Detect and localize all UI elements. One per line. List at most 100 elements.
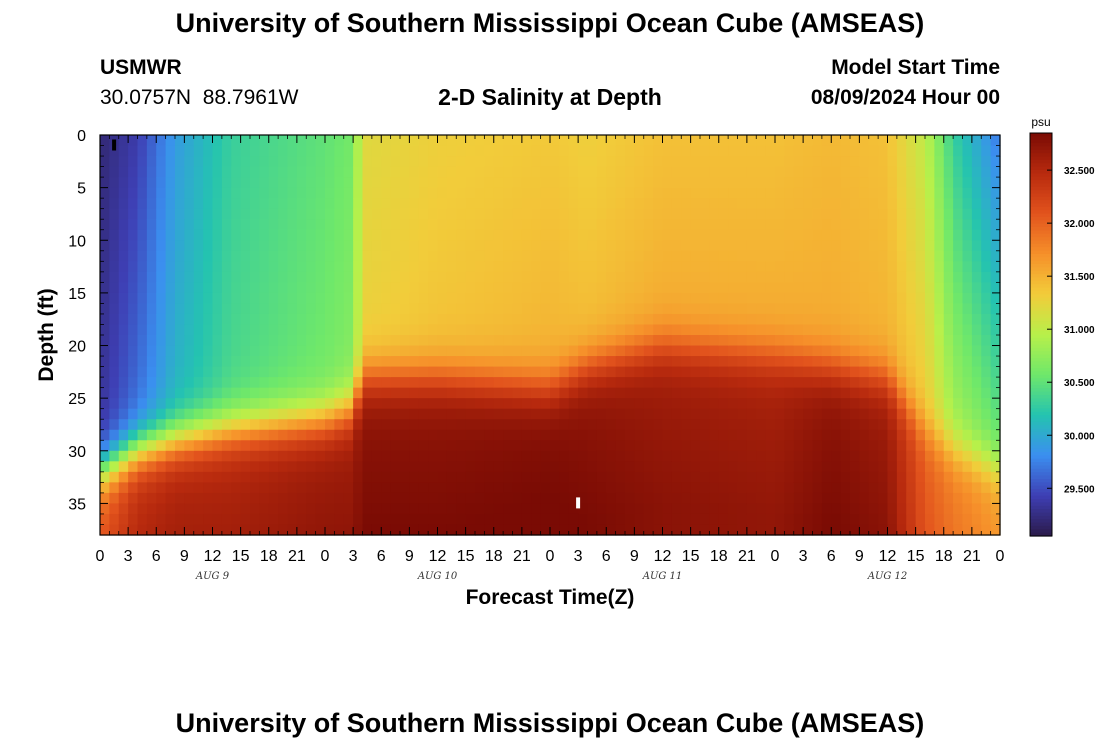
heatmap-cell [268,324,279,336]
heatmap-cell [859,187,870,199]
heatmap-cell [531,471,542,483]
heatmap-cell [765,282,776,294]
heatmap-cell [915,450,926,462]
heatmap-cell [446,271,457,283]
heatmap-cell [212,345,223,357]
heatmap-cell [850,177,860,189]
heatmap-cell [250,461,260,473]
heatmap-cell [662,419,673,431]
heatmap-cell [343,471,354,483]
heatmap-cell [493,187,504,199]
heatmap-cell [503,419,514,431]
heatmap-cell [821,335,832,347]
heatmap-cell [681,198,692,210]
heatmap-cell [268,187,279,199]
heatmap-cell [915,429,926,441]
heatmap-cell [700,219,710,231]
heatmap-cell [718,482,729,494]
heatmap-cell [671,208,682,220]
heatmap-cell [878,292,889,305]
heatmap-cell [521,440,532,452]
heatmap-cell [812,492,823,505]
heatmap-cell [315,419,326,431]
heatmap-cell [221,250,232,262]
colorbar-segment [1030,532,1052,537]
heatmap-cell [118,450,129,462]
heatmap-cell [184,366,195,378]
heatmap-cell [587,313,598,326]
heatmap-cell [437,366,448,378]
heatmap-cell [625,229,635,241]
heatmap-cell [306,429,317,441]
heatmap-cell [765,324,776,336]
heatmap-cell [765,377,776,389]
heatmap-cell [953,135,964,147]
colorbar-segment [1030,371,1052,376]
heatmap-cell [193,187,204,199]
heatmap-cell [418,145,429,157]
heatmap-cell [634,471,645,483]
heatmap-cell [390,419,401,431]
heatmap-cell [793,429,804,441]
heatmap-cell [906,387,917,399]
heatmap-cell [193,303,204,315]
heatmap-cell [400,492,410,505]
heatmap-cell [381,229,392,241]
heatmap-cell [418,482,429,494]
heatmap-cell [512,503,523,515]
heatmap-cell [756,145,767,157]
heatmap-cell [831,187,842,199]
heatmap-cell [315,145,326,157]
heatmap-cell [896,356,907,368]
heatmap-cell [765,513,776,526]
heatmap-cell [184,303,195,315]
heatmap-cell [343,166,354,178]
heatmap-cell [240,135,251,147]
heatmap-cell [868,335,879,347]
heatmap-cell [325,471,335,483]
heatmap-cell [831,335,842,347]
colorbar-segment [1030,327,1052,332]
heatmap-cell [746,261,757,273]
heatmap-cell [831,387,842,399]
heatmap-cell [840,198,851,210]
heatmap-cell [568,398,579,410]
heatmap-cell [165,166,176,178]
heatmap-cell [193,229,204,241]
heatmap-cell [971,356,982,368]
x-tick-label: 18 [260,548,278,565]
heatmap-cell [400,250,410,262]
heatmap-cell [475,303,485,315]
heatmap-cell [137,503,148,515]
heatmap-cell [390,482,401,494]
heatmap-cell [203,398,214,410]
heatmap-cell [456,345,467,357]
heatmap-cell [381,335,392,347]
heatmap-cell [943,482,954,494]
colorbar-segment [1030,331,1052,336]
heatmap-cell [859,271,870,283]
heatmap-cell [559,398,570,410]
heatmap-cell [325,503,335,515]
heatmap-cell [306,513,317,526]
heatmap-cell [268,250,279,262]
heatmap-cell [859,229,870,241]
heatmap-cell [587,145,598,157]
heatmap-cell [353,408,364,420]
heatmap-cell [887,292,898,305]
heatmap-cell [231,219,242,231]
heatmap-cell [540,271,551,283]
heatmap-cell [718,366,729,378]
heatmap-cell [353,524,364,536]
heatmap-cell [259,345,270,357]
heatmap-cell [184,429,195,441]
heatmap-cell [212,366,223,378]
heatmap-cell [118,408,129,420]
heatmap-cell [971,166,982,178]
heatmap-cell [971,492,982,505]
heatmap-cell [334,387,345,399]
heatmap-cell [334,282,345,294]
heatmap-cell [353,377,364,389]
heatmap-cell [953,345,964,357]
date-label: AUG 9 [195,571,230,582]
